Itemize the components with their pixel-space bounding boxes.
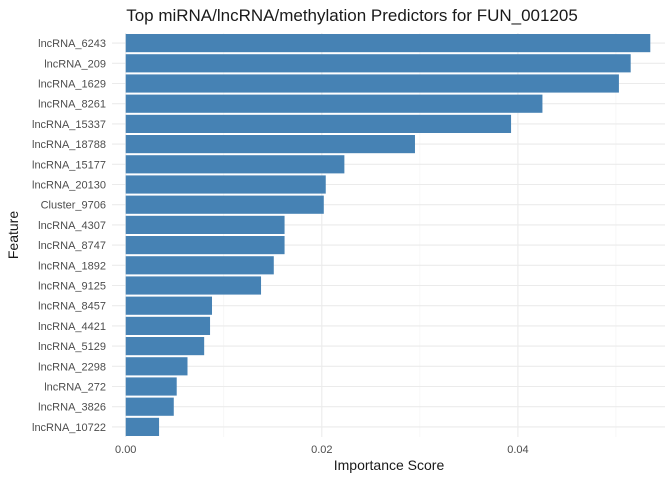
bar-lncRNA_4421 (125, 316, 211, 335)
bar-lncRNA_3826 (125, 397, 174, 416)
y-tick-label: lncRNA_8261 (38, 99, 106, 111)
y-tick-label: lncRNA_4421 (38, 321, 106, 333)
y-tick-label: lncRNA_6243 (38, 38, 106, 50)
x-tick-label: 0.02 (311, 444, 332, 456)
y-tick-label: lncRNA_1892 (38, 260, 106, 272)
bar-lncRNA_10722 (125, 417, 160, 436)
y-tick-label: lncRNA_209 (44, 58, 106, 70)
x-axis-title: Importance Score (334, 457, 445, 473)
x-tick-label: 0.04 (507, 444, 528, 456)
x-tick-labels: 0.00 0.02 0.04 (115, 444, 529, 456)
y-tick-label: lncRNA_9125 (38, 281, 106, 293)
bar-lncRNA_20130 (125, 175, 326, 194)
bar-lncRNA_6243 (125, 34, 651, 53)
y-tick-label: lncRNA_1629 (38, 79, 106, 91)
bar-lncRNA_1629 (125, 74, 619, 93)
x-tick-label: 0.00 (115, 444, 136, 456)
bar-lncRNA_1892 (125, 256, 274, 275)
bar-lncRNA_18788 (125, 135, 415, 154)
bar-lncRNA_8261 (125, 94, 543, 113)
y-tick-labels: lncRNA_6243 lncRNA_209 lncRNA_1629 lncRNA_8… (32, 38, 106, 434)
bar-lncRNA_4307 (125, 215, 285, 234)
y-tick-label: lncRNA_8457 (38, 301, 106, 313)
bar-lncRNA_209 (125, 54, 631, 73)
y-tick-label: Cluster_9706 (41, 200, 106, 212)
bar-lncRNA_272 (125, 377, 177, 396)
y-tick-label: lncRNA_15337 (32, 119, 106, 131)
y-tick-label: lncRNA_4307 (38, 220, 106, 232)
y-tick-label: lncRNA_10722 (32, 422, 106, 434)
bar-lncRNA_8457 (125, 296, 213, 315)
bar-lncRNA_15177 (125, 155, 345, 174)
y-tick-label: lncRNA_2298 (38, 361, 106, 373)
y-tick-label: lncRNA_272 (44, 382, 106, 394)
bar-lncRNA_2298 (125, 357, 188, 376)
bar-lncRNA_5129 (125, 337, 205, 356)
y-axis-title: Feature (5, 211, 21, 259)
chart-title: Top miRNA/lncRNA/methylation Predictors … (126, 6, 578, 25)
bars (125, 34, 651, 436)
y-tick-label: lncRNA_15177 (32, 159, 106, 171)
y-tick-label: lncRNA_20130 (32, 180, 106, 192)
bar-Cluster_9706 (125, 195, 324, 214)
bar-lncRNA_9125 (125, 276, 262, 295)
y-tick-label: lncRNA_8747 (38, 240, 106, 252)
grid-lines (112, 33, 665, 437)
y-tick-label: lncRNA_5129 (38, 341, 106, 353)
y-tick-label: lncRNA_3826 (38, 402, 106, 414)
bar-lncRNA_15337 (125, 114, 512, 133)
bar-lncRNA_8747 (125, 236, 285, 255)
y-tick-label: lncRNA_18788 (32, 139, 106, 151)
